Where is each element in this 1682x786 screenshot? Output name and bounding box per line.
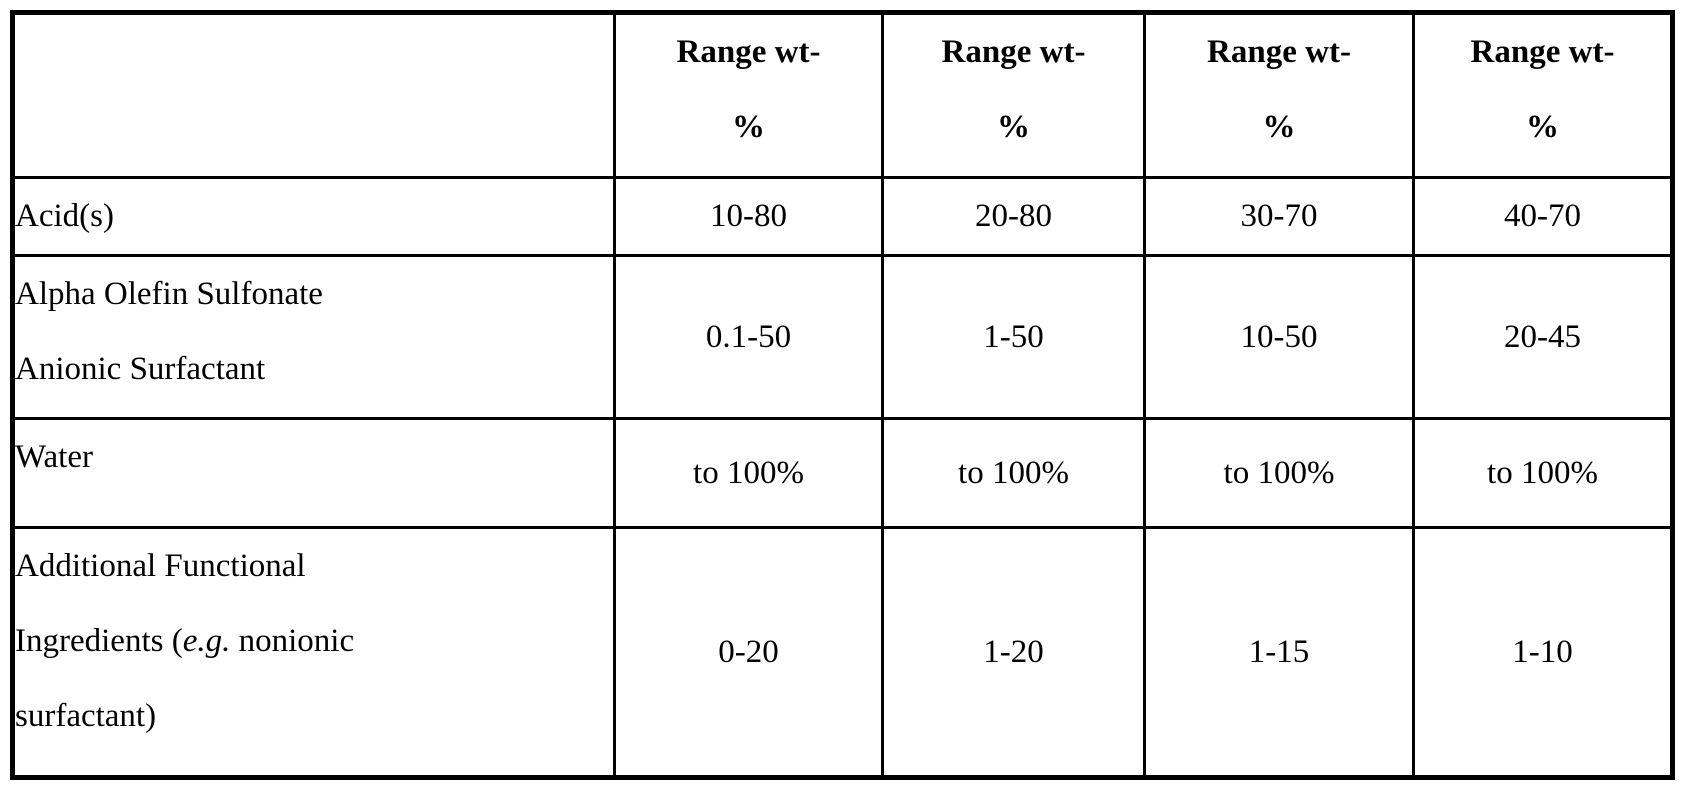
label-text-italic: e.g. [182, 623, 231, 659]
header-blank-cell [11, 11, 616, 179]
range-value-cell: 20-80 [881, 176, 1146, 257]
range-value-cell: 20-45 [1412, 254, 1674, 420]
header-line: % [997, 109, 1030, 145]
range-value-cell: 1-15 [1143, 526, 1415, 779]
label-line: Water [15, 422, 612, 496]
range-value-cell: 40-70 [1412, 176, 1674, 257]
label-line: Additional Functional [15, 531, 612, 605]
label-line: Anionic Surfactant [15, 332, 612, 407]
header-line: % [1526, 109, 1559, 145]
row-label-cell: Alpha Olefin Sulfonate Anionic Surfactant [11, 254, 616, 420]
ingredients-range-table: Range wt-% Range wt-% Range wt-% Range wt-%… [10, 10, 1675, 780]
range-value-cell: 30-70 [1143, 176, 1415, 257]
header-line: Range wt- [676, 34, 821, 70]
header-range-cell-2: Range wt-% [881, 11, 1146, 179]
table-row: Water to 100% to 100% to 100% to 100% [11, 417, 1674, 529]
label-text: Water [15, 439, 93, 475]
label-text: Alpha Olefin Sulfonate [15, 276, 323, 312]
range-value-cell: 10-80 [613, 176, 884, 257]
table-row: Additional Functional Ingredients (e.g. n… [11, 526, 1674, 779]
label-text: Additional Functional [15, 548, 306, 584]
label-text: surfactant) [15, 698, 157, 734]
range-value-cell: 1-10 [1412, 526, 1674, 779]
header-range-cell-4: Range wt-% [1412, 11, 1674, 179]
row-label-cell: Acid(s) [11, 176, 616, 257]
range-value-cell: 1-50 [881, 254, 1146, 420]
range-value-cell: to 100% [881, 417, 1146, 529]
label-line: Alpha Olefin Sulfonate [15, 259, 612, 333]
label-line: surfactant) [15, 679, 612, 754]
range-value-cell: 1-20 [881, 526, 1146, 779]
header-line: Range wt- [1470, 34, 1615, 70]
range-value-cell: 0.1-50 [613, 254, 884, 420]
header-row: Range wt-% Range wt-% Range wt-% Range wt-% [11, 11, 1674, 179]
header-line: % [732, 109, 765, 145]
label-line: Ingredients (e.g. nonionic [15, 604, 612, 679]
range-value-cell: to 100% [1143, 417, 1415, 529]
label-text: Anionic Surfactant [15, 351, 266, 387]
table-body: Acid(s) 10-80 20-80 30-70 40-70 Alpha Olefin … [11, 176, 1674, 779]
row-label-cell: Water [11, 417, 616, 529]
header-line: Range wt- [941, 34, 1086, 70]
table-row: Alpha Olefin Sulfonate Anionic Surfactant… [11, 254, 1674, 420]
range-value-cell: to 100% [1412, 417, 1674, 529]
header-range-cell-3: Range wt-% [1143, 11, 1415, 179]
row-label-cell: Additional Functional Ingredients (e.g. n… [11, 526, 616, 779]
range-value-cell: 10-50 [1143, 254, 1415, 420]
label-text: nonionic [230, 623, 355, 659]
range-value-cell: to 100% [613, 417, 884, 529]
range-value-cell: 0-20 [613, 526, 884, 779]
label-text: Acid(s) [15, 198, 114, 234]
label-text: Ingredients ( [15, 623, 183, 659]
header-line: % [1262, 109, 1296, 145]
header-range-cell-1: Range wt-% [613, 11, 884, 179]
table-row: Acid(s) 10-80 20-80 30-70 40-70 [11, 176, 1674, 257]
header-line: Range wt- [1207, 34, 1351, 70]
label-line: Acid(s) [15, 181, 612, 253]
table-header: Range wt-% Range wt-% Range wt-% Range wt-% [11, 11, 1674, 179]
